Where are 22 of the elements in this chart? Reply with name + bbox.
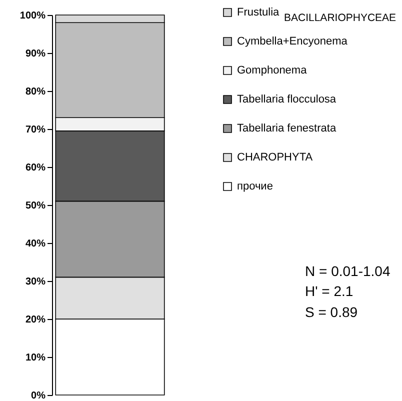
y-tick-label: 70% <box>25 124 46 136</box>
legend-label: Tabellaria flocculosa <box>237 94 337 106</box>
annotation: H' = 2.1 <box>305 283 354 299</box>
legend-label: CHAROPHYTA <box>237 152 314 164</box>
y-tick-label: 60% <box>25 162 46 174</box>
annotation: BACILLARIOPHYCEAE <box>284 12 396 24</box>
legend-label: Tabellaria fenestrata <box>237 122 337 134</box>
y-tick-label: 50% <box>25 200 46 212</box>
y-tick-label: 0% <box>31 390 46 401</box>
annotation: S = 0.89 <box>305 304 358 320</box>
y-tick-label: 20% <box>25 314 46 326</box>
y-tick-label: 40% <box>25 238 46 250</box>
legend-label: Frustulia <box>237 6 280 18</box>
y-tick-label: 90% <box>25 48 46 60</box>
legend-label: Gomphonema <box>237 64 308 76</box>
y-tick-label: 10% <box>25 352 46 364</box>
legend-label: Cymbella+Encyonema <box>237 36 348 48</box>
legend-label: прочие <box>237 180 273 192</box>
y-tick-label: 30% <box>25 276 46 288</box>
y-tick-label: 80% <box>25 86 46 98</box>
y-tick-label: 100% <box>20 10 46 22</box>
annotation: N = 0.01-1.04 <box>305 263 390 279</box>
